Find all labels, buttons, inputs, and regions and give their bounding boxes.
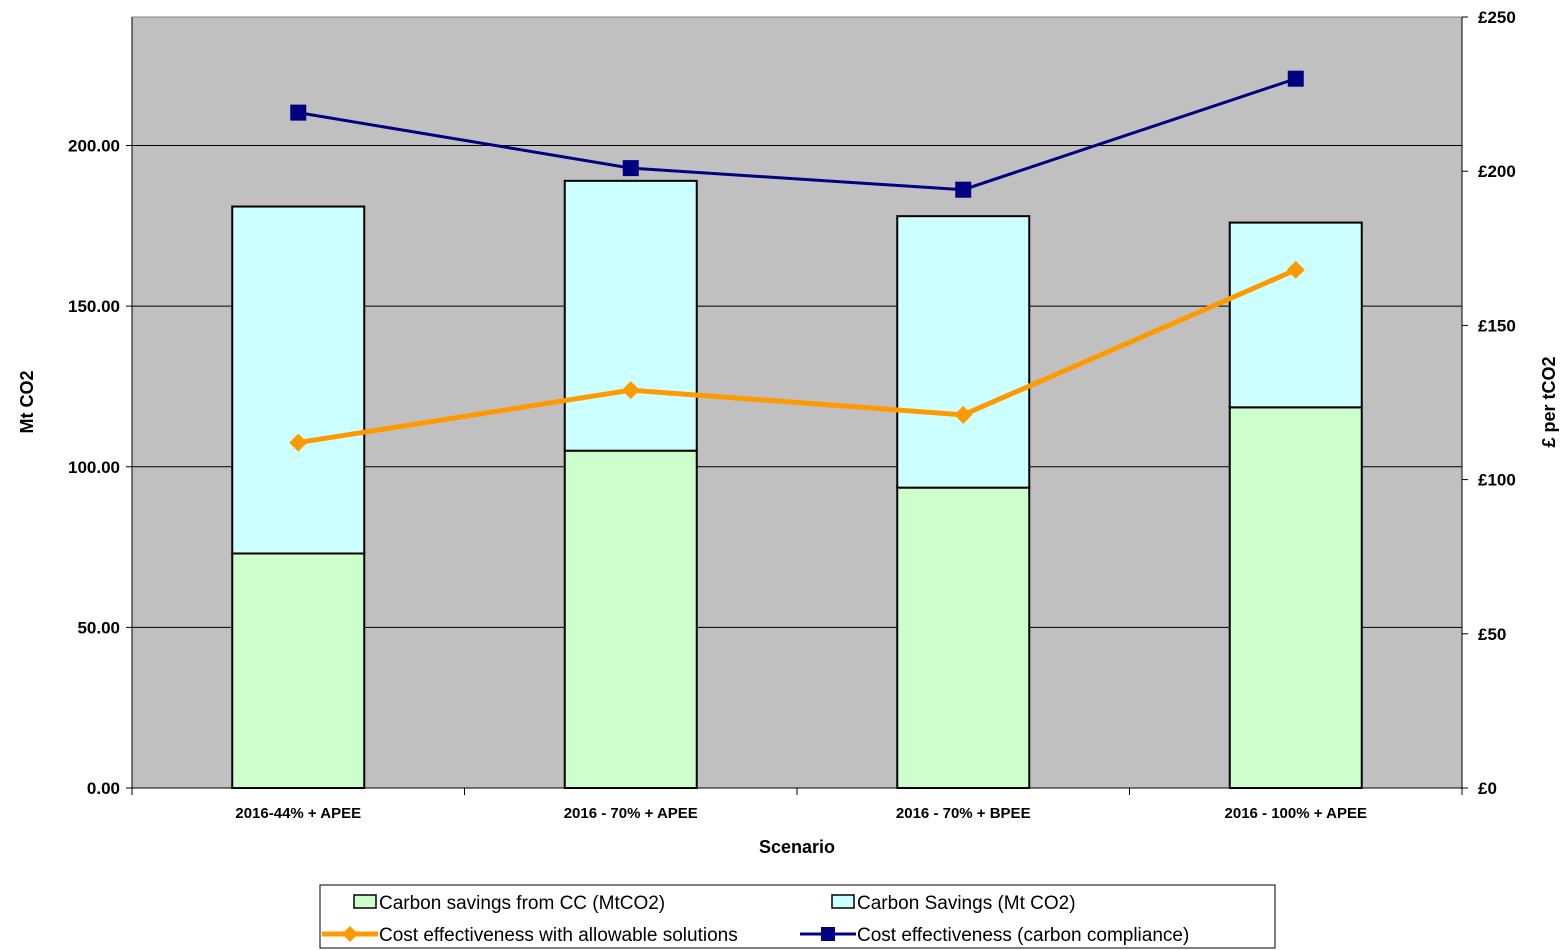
bar-carbon-savings: [896, 215, 1031, 489]
bar-carbon-cc: [563, 449, 698, 789]
x-tick-label: 2016 - 100% + APEE: [1225, 805, 1367, 822]
y-ticks-left: 0.00 50.00 100.00 150.00 200.00: [68, 137, 132, 798]
x-tick-label: 2016 - 70% + BPEE: [896, 805, 1031, 822]
y-tick-label: 50.00: [77, 618, 120, 637]
y-tick-label: 200.00: [68, 137, 120, 156]
bar-carbon-savings: [1228, 221, 1363, 409]
y-tick-label: 0.00: [87, 779, 120, 798]
y2-tick-label: £50: [1478, 625, 1506, 644]
y2-tick-label: £200: [1478, 162, 1516, 181]
point-allowable-solutions: [289, 433, 308, 452]
line-carbon-compliance: [298, 77, 1297, 192]
legend-marker: [342, 926, 358, 942]
legend: Carbon savings from CC (MtCO2) Carbon Sav…: [319, 884, 1276, 949]
point-carbon-compliance: [1287, 70, 1304, 87]
line-allowable-solutions: [297, 267, 1297, 446]
y-axis-title: Mt CO2: [17, 371, 37, 434]
bar-carbon-savings: [563, 179, 698, 452]
bar-carbon-savings: [231, 205, 366, 555]
point-carbon-compliance: [290, 104, 307, 121]
legend-marker: [821, 927, 835, 941]
y-tick-label: 100.00: [68, 458, 120, 477]
legend-swatch: [831, 894, 855, 909]
bar-carbon-cc: [231, 552, 366, 789]
x-tick-label: 2016 - 70% + APEE: [564, 805, 698, 822]
x-ticks: 2016-44% + APEE 2016 - 70% + APEE 2016 - 7…: [131, 788, 1463, 822]
legend-label: Cost effectiveness (carbon compliance): [857, 925, 1189, 946]
y2-tick-label: £150: [1478, 316, 1516, 335]
point-allowable-solutions: [621, 381, 640, 400]
y2-tick-label: £250: [1478, 8, 1516, 27]
legend-label: Carbon Savings (Mt CO2): [857, 893, 1076, 914]
y2-tick-label: £100: [1478, 471, 1516, 490]
x-tick-label: 2016-44% + APEE: [235, 805, 361, 822]
bar-carbon-cc: [896, 486, 1031, 789]
point-allowable-solutions: [1286, 260, 1305, 279]
legend-swatch: [353, 894, 377, 909]
point-carbon-compliance: [622, 160, 639, 177]
x-axis-title: Scenario: [759, 837, 835, 857]
legend-label: Carbon savings from CC (MtCO2): [379, 893, 665, 914]
legend-box: [319, 884, 1276, 949]
y2-tick-label: £0: [1478, 779, 1497, 798]
bars: [231, 179, 1363, 789]
point-allowable-solutions: [954, 405, 973, 424]
y2-axis-title: £ per tCO2: [1539, 356, 1559, 447]
legend-label: Cost effectiveness with allowable soluti…: [379, 925, 738, 946]
point-carbon-compliance: [955, 181, 972, 198]
y-tick-label: 150.00: [68, 297, 120, 316]
y-ticks-right: £0 £50 £100 £150 £200 £250: [1462, 8, 1516, 798]
bar-carbon-cc: [1228, 406, 1363, 789]
series-lines: [289, 70, 1305, 452]
